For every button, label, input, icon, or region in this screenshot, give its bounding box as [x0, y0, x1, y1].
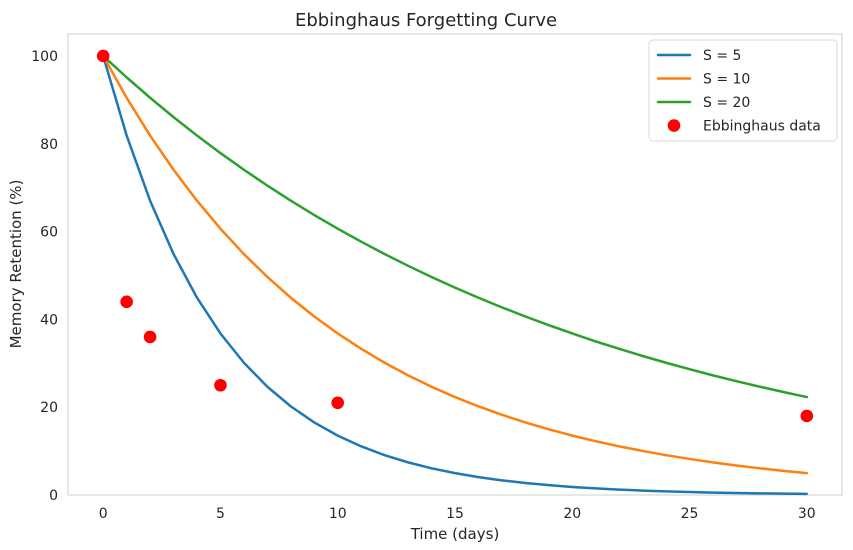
- series-line-s-20: [101, 54, 809, 399]
- x-tick-label: 30: [798, 506, 816, 522]
- series-line-s-10: [101, 54, 809, 475]
- series-line-s-5: [101, 54, 809, 496]
- tick-layer: 0 5 10 15 20 25 30 0 20 40 60 80 100: [31, 49, 815, 522]
- legend-label-s-5: S = 5: [703, 48, 741, 64]
- ebbinghaus-data-point: [143, 330, 157, 344]
- ebbinghaus-data-point: [214, 378, 227, 392]
- x-tick-label: 15: [446, 506, 464, 522]
- y-tick-label: 40: [40, 312, 58, 328]
- x-tick-label: 25: [681, 506, 699, 522]
- ebbinghaus-data-point: [96, 49, 110, 63]
- legend-label-s-10: S = 10: [703, 72, 750, 88]
- x-tick-label: 0: [99, 506, 108, 522]
- ebbinghaus-data-point: [120, 295, 133, 309]
- series-layer: [96, 49, 814, 496]
- x-tick-label: 20: [563, 506, 581, 522]
- y-tick-label: 100: [31, 49, 58, 65]
- y-tick-label: 0: [49, 488, 58, 504]
- legend-swatch-ebbinghaus-data: [667, 119, 681, 132]
- ebbinghaus-data-point: [800, 409, 814, 423]
- x-tick-label: 5: [216, 506, 225, 522]
- y-tick-label: 60: [40, 225, 58, 241]
- chart-title: Ebbinghaus Forgetting Curve: [295, 10, 557, 31]
- x-axis-label: Time (days): [410, 525, 500, 543]
- legend-label-ebbinghaus-data: Ebbinghaus data: [703, 119, 821, 135]
- legend-label-s-20: S = 20: [703, 95, 750, 111]
- x-tick-label: 10: [329, 506, 347, 522]
- y-tick-label: 80: [40, 137, 58, 153]
- y-axis-label: Memory Retention (%): [7, 180, 25, 349]
- ebbinghaus-data-point: [331, 396, 345, 410]
- y-tick-label: 20: [40, 400, 58, 416]
- legend-box: [648, 39, 838, 142]
- legend: S = 5 S = 10 S = 20 Ebbinghaus data: [648, 39, 838, 142]
